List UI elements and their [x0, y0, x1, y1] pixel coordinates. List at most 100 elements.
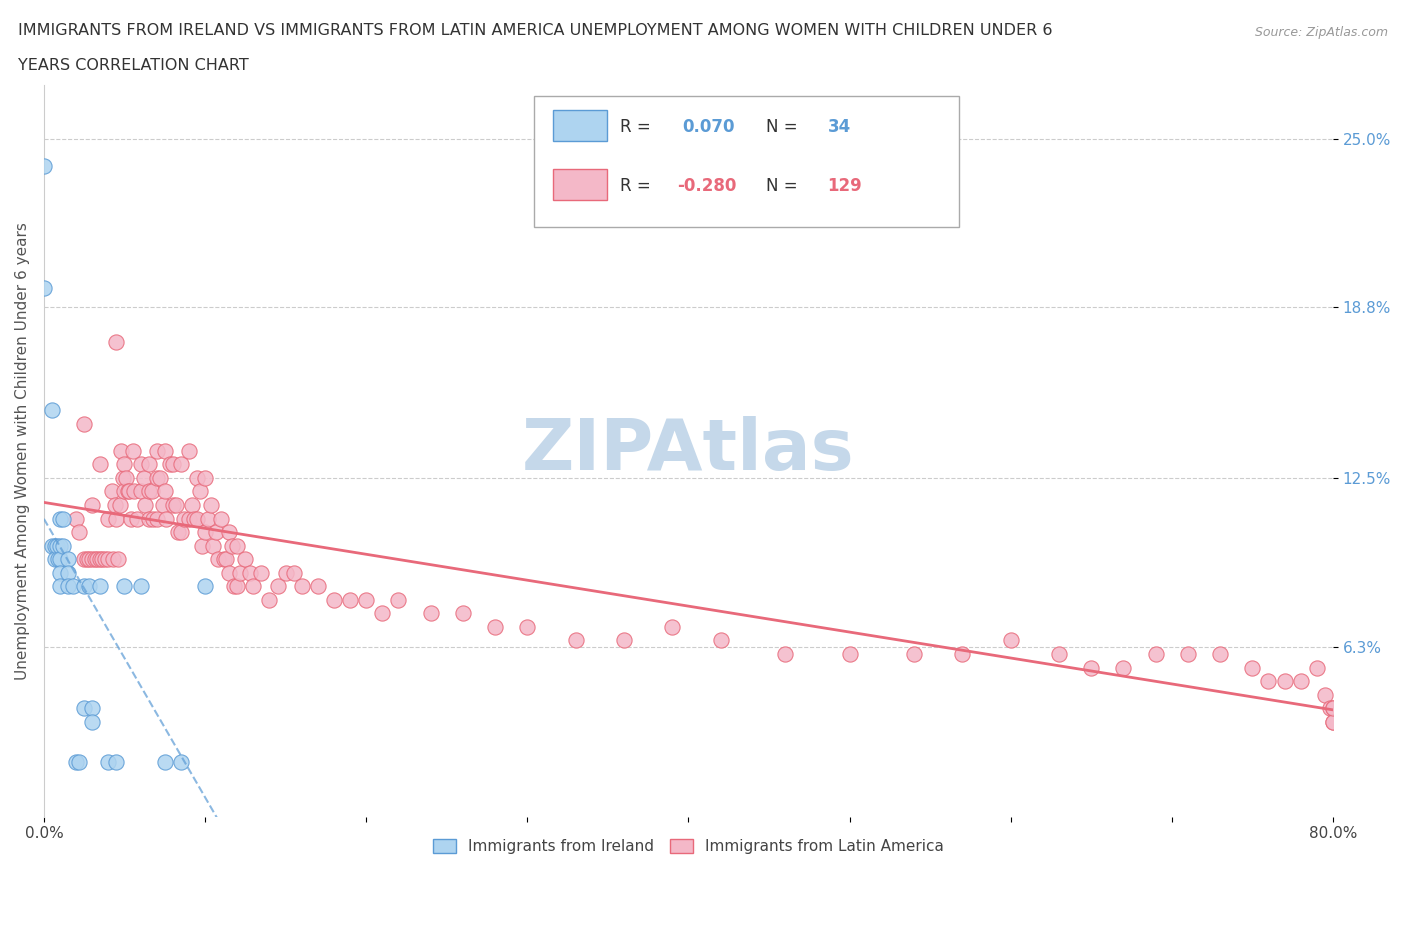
Point	[1274, 673, 1296, 688]
Point	[221, 538, 243, 553]
Point	[322, 592, 344, 607]
Point	[1000, 633, 1022, 648]
Point	[1177, 646, 1199, 661]
Point	[67, 755, 90, 770]
Point	[1322, 701, 1344, 716]
Point	[149, 471, 172, 485]
Point	[62, 578, 84, 593]
Point	[186, 512, 208, 526]
Point	[44, 538, 66, 553]
Point	[239, 565, 262, 580]
Y-axis label: Unemployment Among Women with Children Under 6 years: Unemployment Among Women with Children U…	[15, 221, 30, 680]
Point	[111, 471, 134, 485]
Point	[1306, 660, 1329, 675]
Point	[166, 525, 188, 539]
Point	[86, 551, 108, 566]
Point	[82, 551, 104, 566]
Point	[108, 498, 131, 512]
Point	[73, 701, 96, 716]
Point	[387, 592, 409, 607]
Point	[132, 471, 155, 485]
Point	[1322, 701, 1344, 716]
Point	[138, 512, 160, 526]
Point	[564, 633, 586, 648]
Point	[120, 512, 142, 526]
Point	[49, 512, 72, 526]
Point	[67, 525, 90, 539]
Point	[56, 551, 79, 566]
Point	[49, 565, 72, 580]
Point	[1112, 660, 1135, 675]
Point	[101, 551, 124, 566]
Point	[170, 525, 193, 539]
Point	[226, 538, 249, 553]
Point	[1322, 714, 1344, 729]
FancyBboxPatch shape	[553, 169, 607, 200]
Point	[100, 484, 122, 498]
Point	[354, 592, 377, 607]
Point	[32, 159, 55, 174]
Point	[197, 512, 219, 526]
Point	[170, 755, 193, 770]
Point	[1209, 646, 1232, 661]
Point	[48, 551, 70, 566]
Point	[107, 551, 129, 566]
Point	[145, 444, 167, 458]
Point	[250, 565, 273, 580]
FancyBboxPatch shape	[553, 111, 607, 141]
Point	[186, 471, 208, 485]
Point	[1319, 701, 1341, 716]
Point	[82, 498, 104, 512]
Point	[129, 484, 152, 498]
Point	[1289, 673, 1312, 688]
Point	[76, 551, 98, 566]
Point	[215, 551, 238, 566]
Point	[165, 498, 187, 512]
Point	[1257, 673, 1279, 688]
Point	[229, 565, 252, 580]
Point	[516, 619, 538, 634]
Point	[138, 457, 160, 472]
Point	[49, 538, 72, 553]
Text: -0.280: -0.280	[676, 177, 737, 194]
Point	[65, 755, 87, 770]
Point	[202, 538, 225, 553]
Point	[114, 457, 136, 472]
Point	[950, 646, 973, 661]
Point	[152, 498, 174, 512]
Point	[291, 578, 314, 593]
Point	[266, 578, 288, 593]
Point	[773, 646, 796, 661]
Point	[117, 484, 139, 498]
Text: N =: N =	[766, 118, 803, 136]
Point	[259, 592, 281, 607]
Point	[1080, 660, 1102, 675]
Point	[129, 578, 152, 593]
Point	[115, 471, 138, 485]
Point	[82, 701, 104, 716]
Point	[97, 551, 120, 566]
Text: 129: 129	[828, 177, 862, 194]
Point	[218, 565, 240, 580]
Point	[200, 498, 222, 512]
Text: 0.070: 0.070	[682, 118, 734, 136]
Point	[177, 512, 200, 526]
Point	[191, 538, 214, 553]
Point	[194, 578, 217, 593]
Text: N =: N =	[766, 177, 803, 194]
Point	[162, 498, 184, 512]
Point	[661, 619, 683, 634]
Point	[170, 457, 193, 472]
Point	[1047, 646, 1070, 661]
Point	[451, 606, 474, 621]
Point	[1313, 687, 1336, 702]
Point	[222, 578, 245, 593]
Point	[181, 498, 204, 512]
Text: IMMIGRANTS FROM IRELAND VS IMMIGRANTS FROM LATIN AMERICA UNEMPLOYMENT AMONG WOME: IMMIGRANTS FROM IRELAND VS IMMIGRANTS FR…	[18, 23, 1053, 38]
Point	[41, 538, 63, 553]
Point	[194, 525, 217, 539]
Point	[114, 484, 136, 498]
Text: Source: ZipAtlas.com: Source: ZipAtlas.com	[1254, 26, 1388, 39]
Point	[183, 512, 205, 526]
Point	[307, 578, 329, 593]
